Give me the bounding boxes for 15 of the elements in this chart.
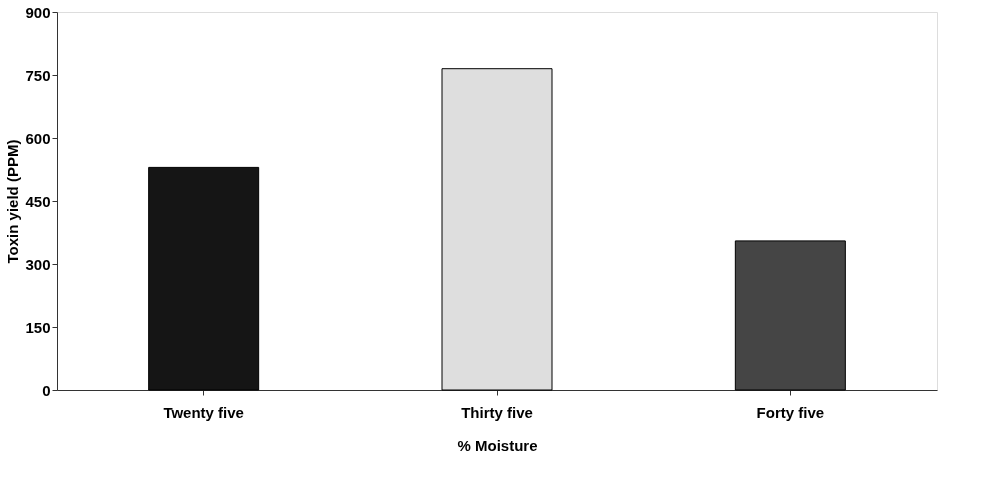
y-tick-label: 450 (25, 192, 51, 210)
x-tick-label: Twenty five (163, 403, 244, 421)
bar (148, 166, 260, 391)
bar (441, 68, 553, 391)
x-tick-label: Forty five (756, 403, 825, 421)
y-tick-label: 150 (25, 318, 51, 336)
y-tick-label: 900 (25, 3, 51, 21)
x-tick-label: Thirty five (461, 403, 533, 421)
y-tick-label: 300 (25, 255, 51, 273)
y-tick-label: 750 (25, 66, 51, 84)
y-tick-label: 0 (42, 381, 51, 399)
x-axis-title: % Moisture (457, 436, 538, 454)
y-axis-title: Toxin yield (PPM) (4, 139, 22, 264)
bar (734, 240, 846, 391)
y-tick-label: 600 (25, 129, 51, 147)
